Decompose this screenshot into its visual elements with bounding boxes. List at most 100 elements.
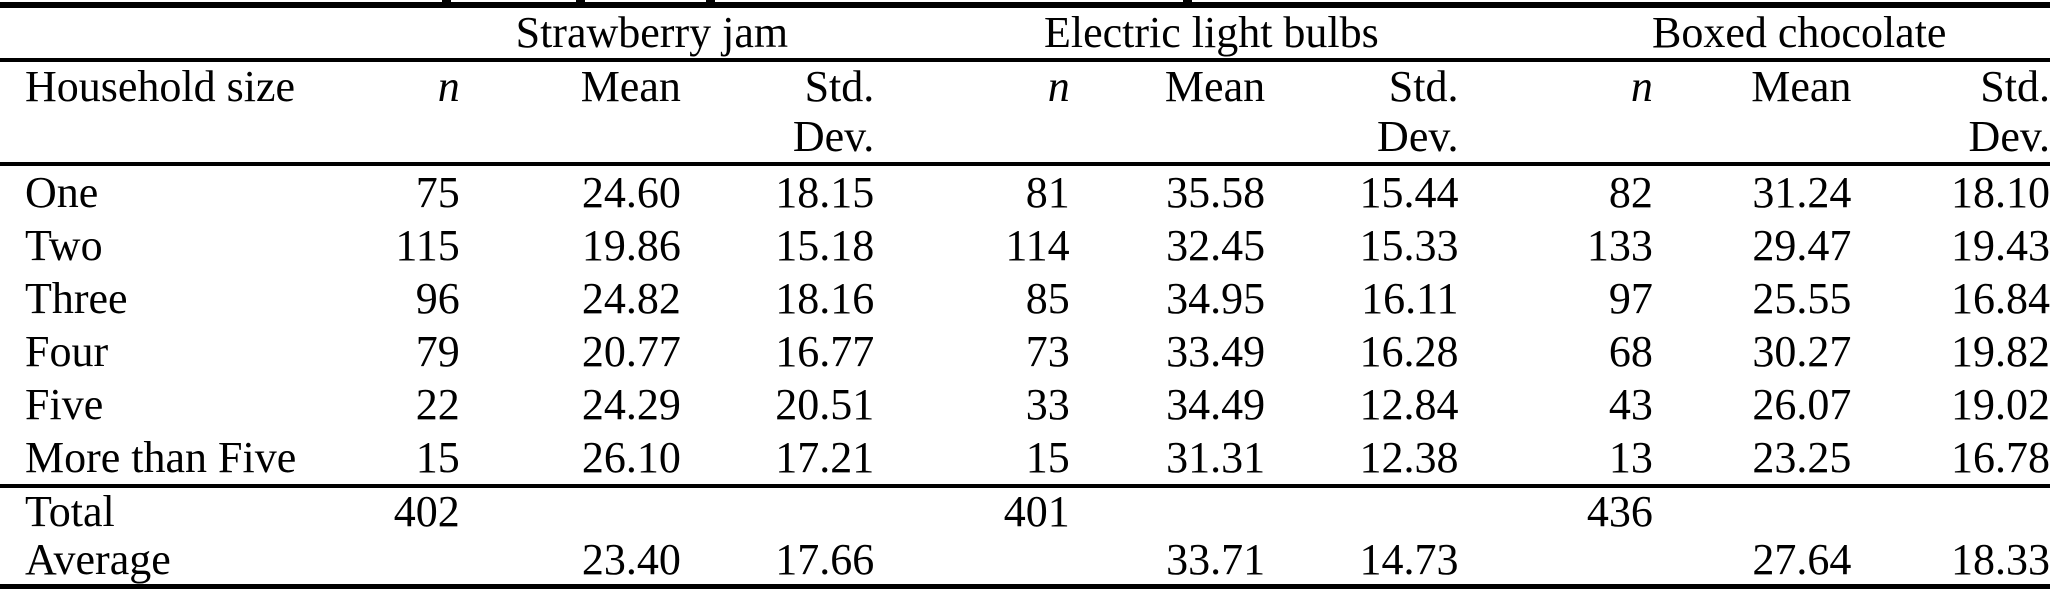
- group-header-electric-light-bulbs: Electric light bulbs: [1043, 8, 1379, 57]
- data-cell: 29.47: [1752, 221, 1852, 270]
- data-cell: 85: [1025, 274, 1070, 323]
- data-cell: 73: [1025, 327, 1070, 376]
- data-cell: [874, 536, 1069, 587]
- data-cell: 18.16: [775, 274, 875, 323]
- column-header-std-dev: Std. Dev.: [1377, 62, 1459, 161]
- data-cell: 26.07: [1752, 380, 1852, 429]
- data-cell: 16.28: [1359, 327, 1459, 376]
- cropped-caption-fragment: [576, 0, 585, 5]
- data-cell: 133: [1586, 221, 1653, 270]
- data-cell: [1070, 486, 1265, 536]
- data-cell: 12.84: [1359, 380, 1459, 429]
- row-label: Five: [25, 380, 104, 429]
- column-header-row: Household size n Mean Std. Dev. n Mean St…: [0, 60, 2050, 164]
- data-cell: 19.02: [1951, 380, 2050, 429]
- data-cell: 16.77: [775, 327, 875, 376]
- data-cell: 26.10: [581, 433, 681, 482]
- data-cell: [1265, 486, 1458, 536]
- data-cell: 34.49: [1166, 380, 1266, 429]
- row-label: Three: [25, 274, 128, 323]
- data-cell: 82: [1608, 168, 1653, 217]
- group-header-boxed-chocolate: Boxed chocolate: [1652, 8, 1947, 57]
- data-cell: 20.77: [581, 327, 681, 376]
- data-cell: 34.95: [1166, 274, 1266, 323]
- data-cell: 114: [1005, 221, 1070, 270]
- table-row-average: Average 23.40 17.66 33.71 14.73 27.64 18…: [0, 536, 2050, 587]
- data-cell: 32.45: [1166, 221, 1266, 270]
- row-label: Total: [25, 487, 115, 536]
- data-cell: 33.49: [1166, 327, 1266, 376]
- column-header-mean: Mean: [1164, 62, 1266, 111]
- data-cell: 18.10: [1951, 168, 2050, 217]
- data-cell: 18.33: [1951, 535, 2050, 584]
- data-cell: 15.18: [775, 221, 875, 270]
- data-cell: 30.27: [1752, 327, 1852, 376]
- data-cell: 79: [415, 327, 460, 376]
- column-header-household-size: Household size: [25, 62, 296, 111]
- data-cell: 18.15: [775, 168, 875, 217]
- data-cell: [339, 536, 459, 587]
- data-cell: 68: [1608, 327, 1653, 376]
- data-cell: 16.84: [1951, 274, 2050, 323]
- row-label: Two: [25, 221, 103, 270]
- descriptive-statistics-table: Strawberry jam Electric light bulbs Boxe…: [0, 2, 2050, 589]
- row-label: One: [25, 168, 99, 217]
- data-cell: 15: [415, 433, 460, 482]
- column-header-mean: Mean: [580, 62, 681, 111]
- row-label: Four: [25, 327, 109, 376]
- data-cell: [681, 486, 874, 536]
- cropped-caption-fragment: [442, 0, 451, 5]
- data-cell: 23.25: [1752, 433, 1852, 482]
- row-label: More than Five: [25, 433, 297, 482]
- data-cell: [1653, 486, 1852, 536]
- column-header-mean: Mean: [1751, 62, 1852, 111]
- column-header-n: n: [1630, 62, 1653, 111]
- data-cell: 81: [1025, 168, 1070, 217]
- data-cell: 12.38: [1359, 433, 1459, 482]
- data-cell: [1459, 536, 1653, 587]
- table-row-three: Three 96 24.82 18.16 85 34.95 16.11 97 2…: [0, 272, 2050, 325]
- data-cell: 19.43: [1951, 221, 2050, 270]
- table-row-four: Four 79 20.77 16.77 73 33.49 16.28 68 30…: [0, 325, 2050, 378]
- data-cell: 43: [1608, 380, 1653, 429]
- empty-corner-cell: [0, 5, 339, 60]
- data-cell: 16.78: [1951, 433, 2050, 482]
- data-cell: 14.73: [1359, 535, 1459, 584]
- cropped-caption-fragment: [706, 0, 715, 5]
- data-cell: 15.33: [1359, 221, 1459, 270]
- data-cell: 33.71: [1166, 535, 1266, 584]
- data-cell: [1851, 486, 2050, 536]
- data-cell: [460, 486, 681, 536]
- data-cell: 23.40: [581, 535, 681, 584]
- table-row-two: Two 115 19.86 15.18 114 32.45 15.33 133 …: [0, 219, 2050, 272]
- data-cell: 97: [1608, 274, 1653, 323]
- data-cell: 19.82: [1951, 327, 2050, 376]
- data-cell: 15.44: [1359, 168, 1459, 217]
- data-cell: 75: [415, 168, 460, 217]
- column-header-n: n: [437, 62, 460, 111]
- data-cell: 96: [415, 274, 460, 323]
- group-header-strawberry-jam: Strawberry jam: [515, 8, 789, 57]
- data-cell: 19.86: [581, 221, 681, 270]
- table-row-total: Total 402 401 436: [0, 486, 2050, 536]
- data-cell: 17.66: [775, 535, 875, 584]
- data-cell: 20.51: [775, 380, 875, 429]
- data-cell: 15: [1025, 433, 1070, 482]
- data-cell: 13: [1608, 433, 1653, 482]
- data-cell: 24.60: [581, 168, 681, 217]
- cropped-caption-fragment: [1183, 0, 1192, 5]
- data-cell: 31.24: [1752, 168, 1852, 217]
- data-cell: 27.64: [1752, 535, 1852, 584]
- data-cell: 436: [1586, 487, 1653, 536]
- data-cell: 16.11: [1361, 274, 1459, 323]
- data-cell: 24.29: [581, 380, 681, 429]
- data-cell: 31.31: [1166, 433, 1266, 482]
- group-header-row: Strawberry jam Electric light bulbs Boxe…: [0, 5, 2050, 60]
- data-cell: 402: [393, 487, 460, 536]
- data-cell: 17.21: [775, 433, 875, 482]
- table-row-five: Five 22 24.29 20.51 33 34.49 12.84 43 26…: [0, 378, 2050, 431]
- row-label: Average: [25, 535, 171, 584]
- data-cell: 115: [395, 221, 460, 270]
- data-cell: 401: [1003, 487, 1070, 536]
